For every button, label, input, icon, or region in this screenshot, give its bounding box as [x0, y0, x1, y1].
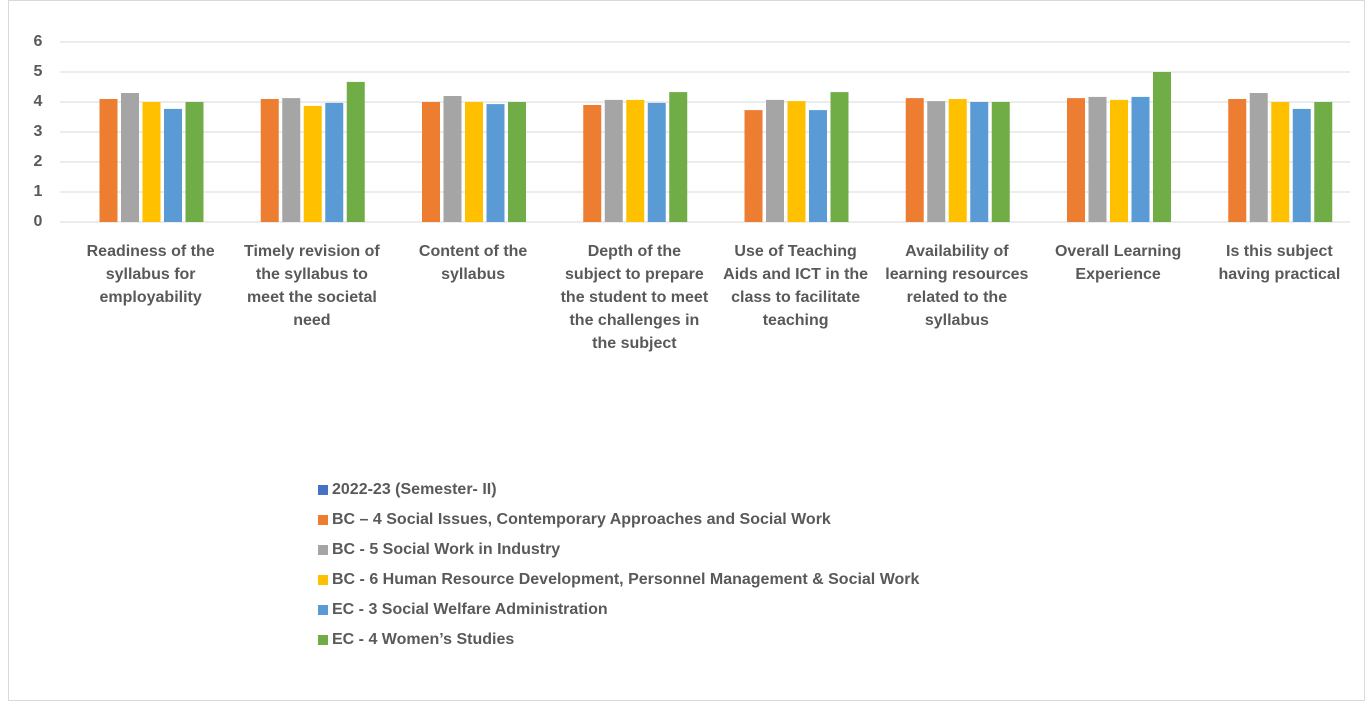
legend-swatch — [318, 605, 328, 615]
bar — [1271, 102, 1290, 222]
legend-swatch — [318, 635, 328, 645]
bar — [787, 101, 806, 222]
legend-item: BC – 4 Social Issues, Contemporary Appro… — [318, 511, 831, 529]
bar — [744, 110, 763, 222]
bar — [325, 102, 344, 222]
bar — [346, 81, 365, 223]
bar — [260, 99, 279, 222]
bar — [830, 92, 849, 222]
bar — [1067, 98, 1085, 222]
legend-item: EC - 3 Social Welfare Administration — [318, 601, 608, 619]
legend-swatch — [318, 485, 328, 495]
bar — [1088, 96, 1107, 222]
legend-item: 2022-23 (Semester- II) — [318, 481, 497, 499]
y-tick-label: 0 — [34, 213, 43, 230]
legend-item: BC - 5 Social Work in Industry — [318, 541, 560, 559]
legend-swatch — [318, 515, 328, 525]
bar — [1292, 108, 1311, 222]
y-tick-label: 4 — [34, 93, 43, 110]
legend-swatch — [318, 545, 328, 555]
bar — [647, 102, 666, 222]
x-tick-label: Readiness of the syllabus for employabil… — [86, 243, 215, 306]
x-tick-label: Availability of learning resources relat… — [885, 243, 1029, 329]
legend-label: EC - 4 Women’s Studies — [332, 631, 515, 648]
bar — [1228, 99, 1247, 222]
legend-label: EC - 3 Social Welfare Administration — [332, 601, 608, 618]
legend-label: BC – 4 Social Issues, Contemporary Appro… — [332, 511, 831, 528]
bar — [465, 102, 483, 222]
bar — [766, 99, 784, 222]
bar — [486, 104, 505, 222]
bar — [282, 98, 301, 222]
legend-item: BC - 6 Human Resource Development, Perso… — [318, 571, 919, 589]
legend-label: BC - 6 Human Resource Development, Perso… — [332, 571, 920, 588]
bar — [948, 99, 967, 222]
chart-border — [8, 0, 1365, 701]
x-tick-label: Overall Learning Experience — [1054, 243, 1182, 283]
bar — [604, 99, 623, 222]
bar — [626, 99, 645, 222]
bar — [991, 102, 1010, 222]
bar — [669, 92, 688, 222]
bar — [99, 99, 118, 222]
y-tick-label: 6 — [34, 33, 43, 50]
x-tick-label: Timely revision of the syllabus to meet … — [244, 243, 380, 329]
legend-label: 2022-23 (Semester- II) — [332, 481, 497, 498]
bar — [970, 102, 989, 222]
bar — [121, 93, 139, 222]
legend-item: EC - 4 Women’s Studies — [318, 631, 514, 649]
bar — [508, 102, 526, 222]
bar — [185, 102, 204, 222]
bar — [142, 102, 161, 222]
bar — [1314, 102, 1333, 222]
y-tick-label: 2 — [34, 153, 43, 170]
bar — [1131, 96, 1150, 222]
bar — [927, 101, 946, 222]
bar — [303, 105, 322, 222]
bar — [1110, 99, 1128, 222]
bar — [443, 96, 462, 222]
x-tick-label: Content of the syllabus — [418, 243, 528, 283]
bar — [1153, 72, 1171, 222]
bar — [905, 98, 924, 222]
x-tick-label: Use of Teaching Aids and ICT in the clas… — [723, 243, 869, 329]
y-tick-label: 5 — [34, 63, 43, 80]
x-tick-label: Depth of the subject to prepare the stud… — [560, 243, 709, 352]
y-tick-label: 3 — [34, 123, 43, 140]
bar — [422, 102, 440, 222]
legend-label: BC - 5 Social Work in Industry — [332, 541, 561, 558]
legend-swatch — [318, 575, 328, 585]
bar — [1249, 93, 1268, 222]
bar — [809, 110, 827, 222]
bar — [583, 105, 602, 222]
y-tick-label: 1 — [34, 183, 43, 200]
x-tick-label: Is this subject having practical — [1218, 243, 1341, 283]
bar — [164, 108, 182, 222]
